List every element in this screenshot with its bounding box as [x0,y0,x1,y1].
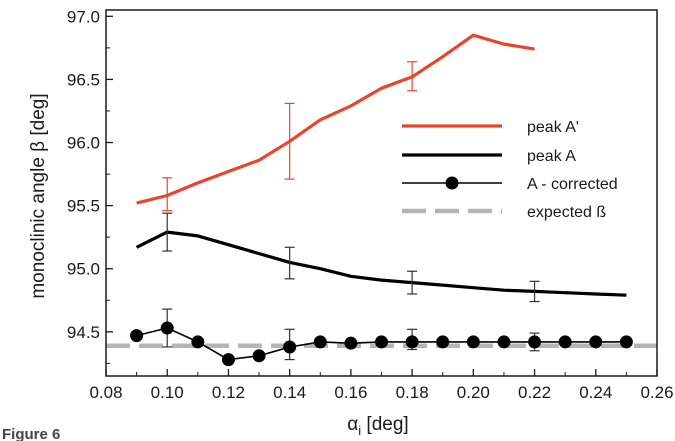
data-point-a-corrected-5 [283,340,297,354]
data-point-a-corrected-12 [497,335,511,349]
data-point-a-corrected-4 [252,349,266,363]
y-axis-label: monoclinic angle β [deg] [28,93,49,298]
series-line-peak-a [136,33,535,205]
data-point-a-corrected-15 [589,335,603,349]
legend-marker-a-corrected [445,176,459,190]
x-tick-label-8: 0.24 [579,383,612,402]
x-tick-label-9: 0.26 [640,383,673,402]
legend-label-peak-a: peak A' [527,119,579,136]
legend-label-peak-a: peak A [527,148,576,165]
data-point-a-corrected-14 [558,335,572,349]
data-point-a-corrected-6 [313,335,327,349]
data-point-a-corrected-13 [528,335,542,349]
y-tick-label-3: 96.0 [67,134,100,153]
x-axis-label-subscript: i [358,423,361,438]
data-point-a-corrected-2 [191,335,205,349]
y-tick-label-1: 95.0 [67,260,100,279]
y-tick-label-0: 94.5 [67,323,100,342]
data-point-a-corrected-9 [405,335,419,349]
x-axis-label-unit: [deg] [361,414,409,435]
x-axis-label-symbol: α [347,414,358,435]
data-point-a-corrected-3 [221,353,235,367]
x-tick-label-7: 0.22 [518,383,551,402]
x-tick-label-1: 0.10 [151,383,184,402]
x-tick-label-4: 0.16 [334,383,367,402]
plot-frame [105,9,658,377]
series-line-peak-a [135,230,627,297]
legend-label-a-corrected: A - corrected [527,176,618,193]
x-tick-label-3: 0.14 [273,383,306,402]
x-tick-label-2: 0.12 [212,383,245,402]
y-tick-label-5: 97.0 [67,7,100,26]
data-point-a-corrected-8 [375,335,388,349]
data-point-a-corrected-7 [344,336,358,350]
series-lines [106,33,657,361]
y-tick-label-4: 96.5 [67,70,100,89]
data-point-a-corrected-11 [466,335,480,349]
data-point-a-corrected-1 [160,321,174,335]
x-axis-label: αi [deg] [347,414,408,438]
legend-label-expected: expected ß [527,204,606,221]
data-point-a-corrected-16 [619,335,633,349]
x-tick-label-0: 0.08 [89,383,122,402]
figure-label: Figure 6 [2,426,60,441]
series-markers [130,321,633,367]
x-tick-label-5: 0.18 [396,383,429,402]
legend: peak A' peak A A - corrected expected ß [402,119,618,221]
y-axis-ticks: 94.5 95.0 95.5 96.0 96.5 97.0 [67,7,113,364]
data-point-a-corrected-0 [130,329,144,343]
y-tick-label-2: 95.5 [67,197,100,216]
data-point-a-corrected-10 [436,335,450,349]
x-tick-label-6: 0.20 [457,383,490,402]
x-axis-ticks: 0.08 0.10 0.12 0.14 0.16 0.18 0.20 0.22 0.24 0.26 [89,369,674,402]
